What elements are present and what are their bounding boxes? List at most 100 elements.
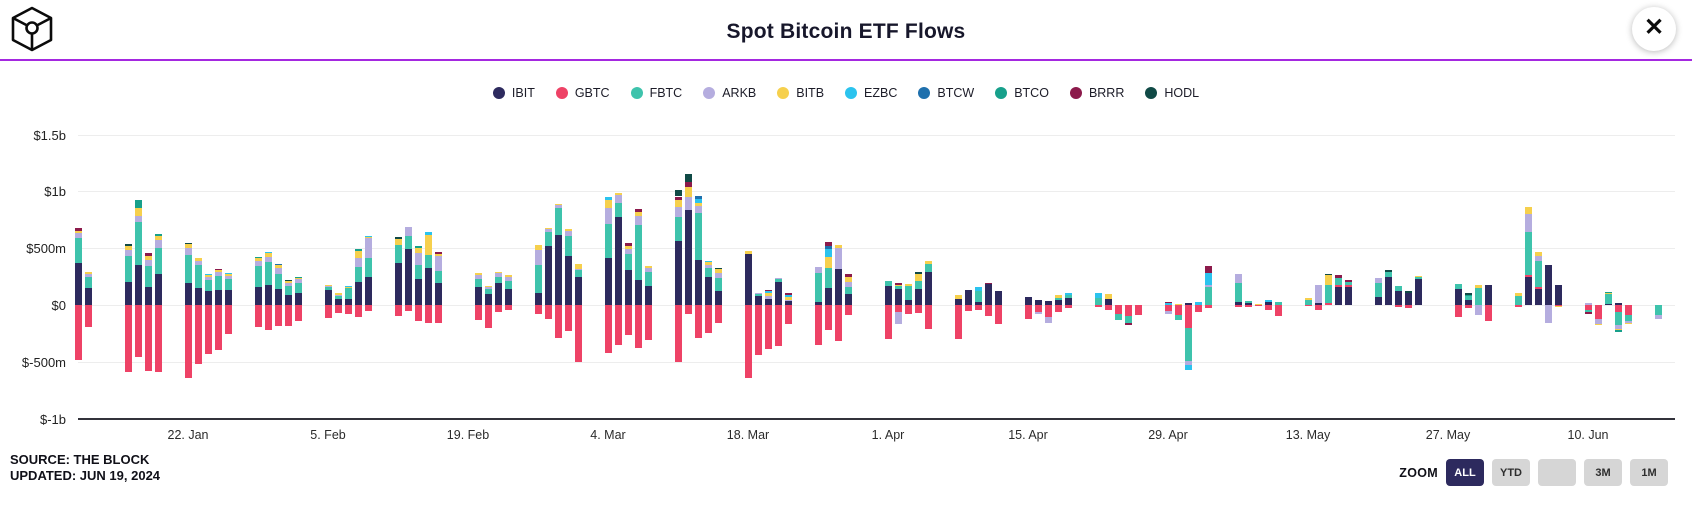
bar-segment-gbtc[interactable] [1044, 305, 1052, 318]
bar-segment-ibit[interactable] [474, 287, 482, 305]
bar-segment-gbtc[interactable] [1034, 305, 1042, 312]
bar-segment-ibit[interactable] [554, 235, 562, 305]
bar-segment-fbtc[interactable] [324, 287, 332, 291]
bar-segment-gbtc[interactable] [324, 305, 332, 318]
bar-segment-arkb[interactable] [414, 252, 422, 265]
bar-segment-gbtc[interactable] [1394, 305, 1402, 307]
bar-segment-ibit[interactable] [564, 256, 572, 305]
bar-segment-bitb[interactable] [254, 258, 262, 262]
bar-segment-ezbc[interactable] [764, 290, 772, 293]
bar-segment-gbtc[interactable] [954, 305, 962, 340]
bar-segment-gbtc[interactable] [144, 305, 152, 372]
bar-segment-fbtc[interactable] [614, 203, 622, 217]
bar-segment-ibit[interactable] [404, 248, 412, 305]
bar-segment-arkb[interactable] [204, 276, 212, 280]
bar-segment-ibit[interactable] [284, 294, 292, 305]
bar-segment-arkb[interactable] [604, 208, 612, 225]
bar-segment-bitb[interactable] [1524, 207, 1532, 214]
bar-segment-gbtc[interactable] [334, 305, 342, 314]
bar-segment-fbtc[interactable] [74, 237, 82, 263]
bar-segment-bitb[interactable] [354, 251, 362, 259]
bar-segment-arkb[interactable] [784, 299, 792, 301]
bar-segment-ibit[interactable] [1044, 301, 1052, 305]
bar-segment-ibit[interactable] [184, 283, 192, 305]
bar-segment-ibit[interactable] [814, 301, 822, 305]
bar-segment-fbtc[interactable] [1414, 277, 1422, 279]
bar-segment-bitb[interactable] [1624, 323, 1632, 325]
bar-segment-brrr[interactable] [144, 253, 152, 257]
bar-segment-ibit[interactable] [354, 281, 362, 305]
bar-segment-fbtc[interactable] [1624, 314, 1632, 321]
bar-segment-arkb[interactable] [844, 281, 852, 288]
bar-segment-fbtc[interactable] [194, 265, 202, 288]
bar-segment-arkb[interactable] [644, 267, 652, 273]
bar-segment-ezbc[interactable] [704, 260, 712, 263]
bar-segment-hodl[interactable] [124, 243, 132, 247]
bar-segment-gbtc[interactable] [894, 305, 902, 312]
bar-segment-fbtc[interactable] [1374, 283, 1382, 298]
bar-segment-bitb[interactable] [614, 193, 622, 196]
bar-segment-gbtc[interactable] [604, 305, 612, 353]
bar-segment-brrr[interactable] [784, 293, 792, 295]
bar-segment-gbtc[interactable] [924, 305, 932, 329]
bar-segment-brrr[interactable] [1344, 280, 1352, 283]
bar-segment-ibit[interactable] [764, 299, 772, 305]
bar-segment-fbtc[interactable] [1524, 231, 1532, 275]
bar-segment-arkb[interactable] [154, 240, 162, 249]
bar-segment-fbtc[interactable] [554, 207, 562, 236]
bar-segment-fbtc[interactable] [1464, 296, 1472, 301]
bar-segment-fbtc[interactable] [884, 281, 892, 287]
bar-segment-arkb[interactable] [834, 248, 842, 269]
bar-segment-bitb[interactable] [1594, 323, 1602, 326]
bar-segment-bitb[interactable] [694, 202, 702, 207]
bar-segment-bitb[interactable] [894, 284, 902, 287]
bar-segment-fbtc[interactable] [704, 268, 712, 277]
bar-segment-gbtc[interactable] [1114, 305, 1122, 315]
bar-segment-fbtc[interactable] [1064, 294, 1072, 299]
bar-segment-gbtc[interactable] [1274, 305, 1282, 317]
bar-segment-ezbc[interactable] [694, 198, 702, 203]
bar-segment-bitb[interactable] [1514, 293, 1522, 296]
bar-segment-bitb[interactable] [1104, 294, 1112, 299]
bar-segment-arkb[interactable] [474, 274, 482, 279]
bar-segment-arkb[interactable] [614, 195, 622, 204]
bar-segment-bitb[interactable] [224, 274, 232, 277]
bar-segment-ezbc[interactable] [264, 252, 272, 254]
bar-segment-gbtc[interactable] [264, 305, 272, 330]
bar-segment-fbtc[interactable] [1344, 282, 1352, 286]
bar-segment-gbtc[interactable] [494, 305, 502, 312]
bar-segment-fbtc[interactable] [1054, 297, 1062, 300]
bar-segment-bitb[interactable] [394, 238, 402, 246]
bar-segment-arkb[interactable] [494, 273, 502, 277]
bar-segment-ibit[interactable] [984, 283, 992, 305]
bar-segment-brrr[interactable] [634, 209, 642, 212]
bar-segment-gbtc[interactable] [1194, 305, 1202, 312]
bar-segment-arkb[interactable] [124, 249, 132, 257]
bar-segment-arkb[interactable] [544, 228, 552, 233]
bar-segment-gbtc[interactable] [134, 305, 142, 358]
bar-segment-bitb[interactable] [634, 211, 642, 217]
bar-segment-ibit[interactable] [914, 289, 922, 305]
bar-segment-fbtc[interactable] [1184, 328, 1192, 362]
bar-segment-bitb[interactable] [704, 262, 712, 265]
bar-segment-fbtc[interactable] [814, 273, 822, 302]
bar-segment-arkb[interactable] [294, 279, 302, 283]
bar-segment-hodl[interactable] [284, 280, 292, 282]
bar-segment-hodl[interactable] [1404, 291, 1412, 294]
bar-segment-arkb[interactable] [1614, 325, 1622, 330]
bar-segment-fbtc[interactable] [1324, 285, 1332, 304]
bar-segment-bitb[interactable] [284, 281, 292, 283]
bar-segment-bitb[interactable] [824, 257, 832, 268]
legend-item-bitb[interactable]: BITB [777, 86, 824, 100]
bar-segment-fbtc[interactable] [824, 267, 832, 288]
bar-segment-arkb[interactable] [764, 295, 772, 300]
bar-segment-ibit[interactable] [534, 292, 542, 305]
bar-segment-arkb[interactable] [1654, 315, 1662, 319]
bar-segment-fbtc[interactable] [204, 280, 212, 292]
bar-segment-fbtc[interactable] [1584, 309, 1592, 312]
bar-segment-ibit[interactable] [434, 283, 442, 305]
bar-segment-gbtc[interactable] [424, 305, 432, 323]
bar-segment-ibit[interactable] [824, 287, 832, 305]
bar-segment-fbtc[interactable] [1274, 302, 1282, 305]
bar-segment-fbtc[interactable] [564, 235, 572, 257]
